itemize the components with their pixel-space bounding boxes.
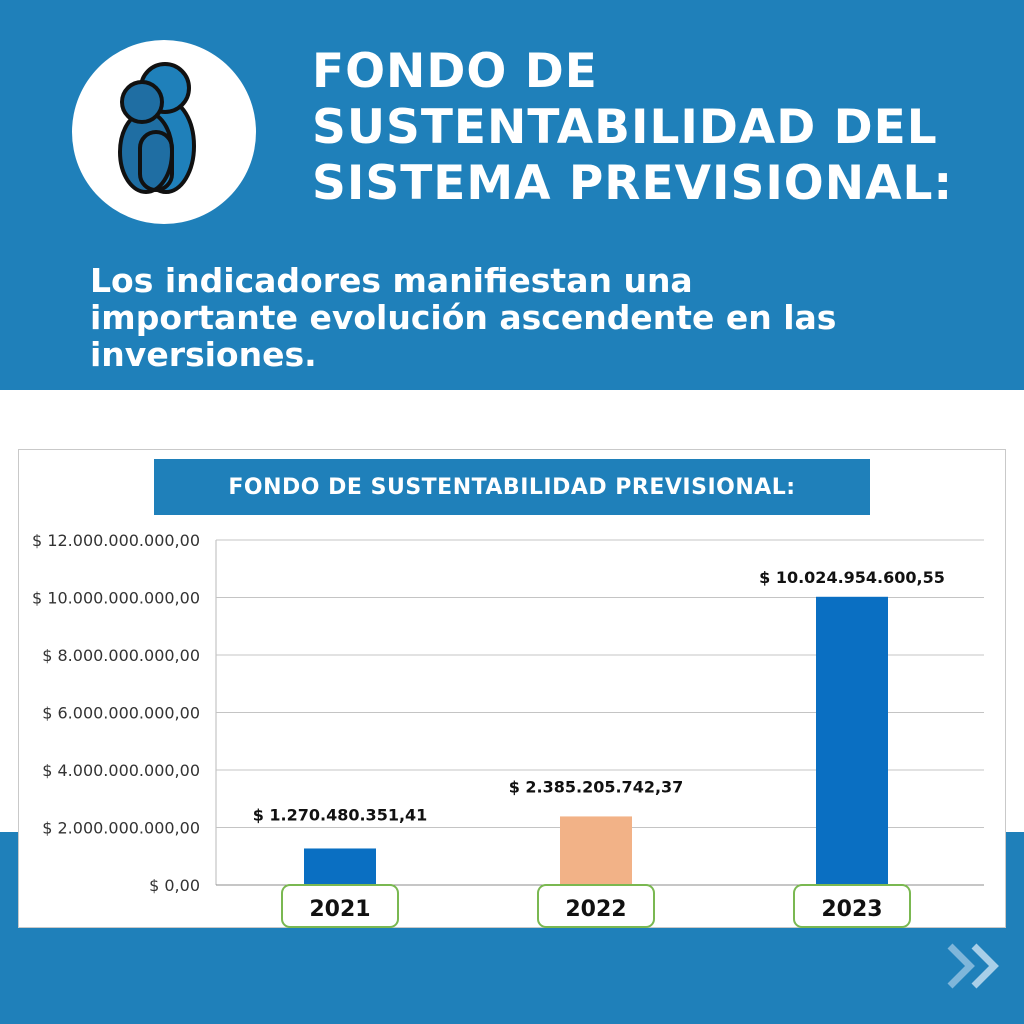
title-line: SUSTENTABILIDAD DEL [312, 100, 938, 155]
y-tick-label: $ 12.000.000.000,00 [32, 531, 200, 550]
chart-title: FONDO DE SUSTENTABILIDAD PREVISIONAL: [154, 459, 870, 515]
subtitle-line: Los indicadores manifiestan una [90, 261, 693, 300]
x-tick-box [537, 884, 655, 928]
data-label: $ 2.385.205.742,37 [509, 777, 684, 796]
double-chevron-right-icon[interactable] [944, 938, 1008, 994]
y-tick-label: $ 4.000.000.000,00 [42, 761, 200, 780]
bar [560, 816, 632, 885]
y-tick-label: $ 0,00 [149, 876, 200, 895]
x-tick-box [281, 884, 399, 928]
title-line: SISTEMA PREVISIONAL: [312, 156, 954, 211]
page-title: FONDO DE SUSTENTABILIDAD DEL SISTEMA PRE… [312, 44, 1012, 212]
y-tick-label: $ 10.000.000.000,00 [32, 589, 200, 608]
title-line: FONDO DE [312, 44, 598, 99]
bar [816, 596, 888, 885]
y-tick-label: $ 2.000.000.000,00 [42, 819, 200, 838]
logo [72, 40, 256, 224]
x-tick-label: 2021 [309, 897, 370, 922]
x-tick-box [793, 884, 911, 928]
x-tick-label: 2023 [821, 897, 882, 922]
data-label: $ 1.270.480.351,41 [253, 805, 428, 824]
data-label: $ 10.024.954.600,55 [759, 568, 945, 587]
subtitle-line: importante evolución ascendente en las [90, 298, 837, 337]
subtitle-line: inversiones. [90, 335, 317, 374]
people-group-icon [118, 62, 196, 194]
y-tick-label: $ 6.000.000.000,00 [42, 704, 200, 723]
bar [304, 848, 376, 885]
x-tick-label: 2022 [565, 897, 626, 922]
page-subtitle: Los indicadores manifiestan una importan… [90, 262, 990, 373]
y-tick-label: $ 8.000.000.000,00 [42, 646, 200, 665]
